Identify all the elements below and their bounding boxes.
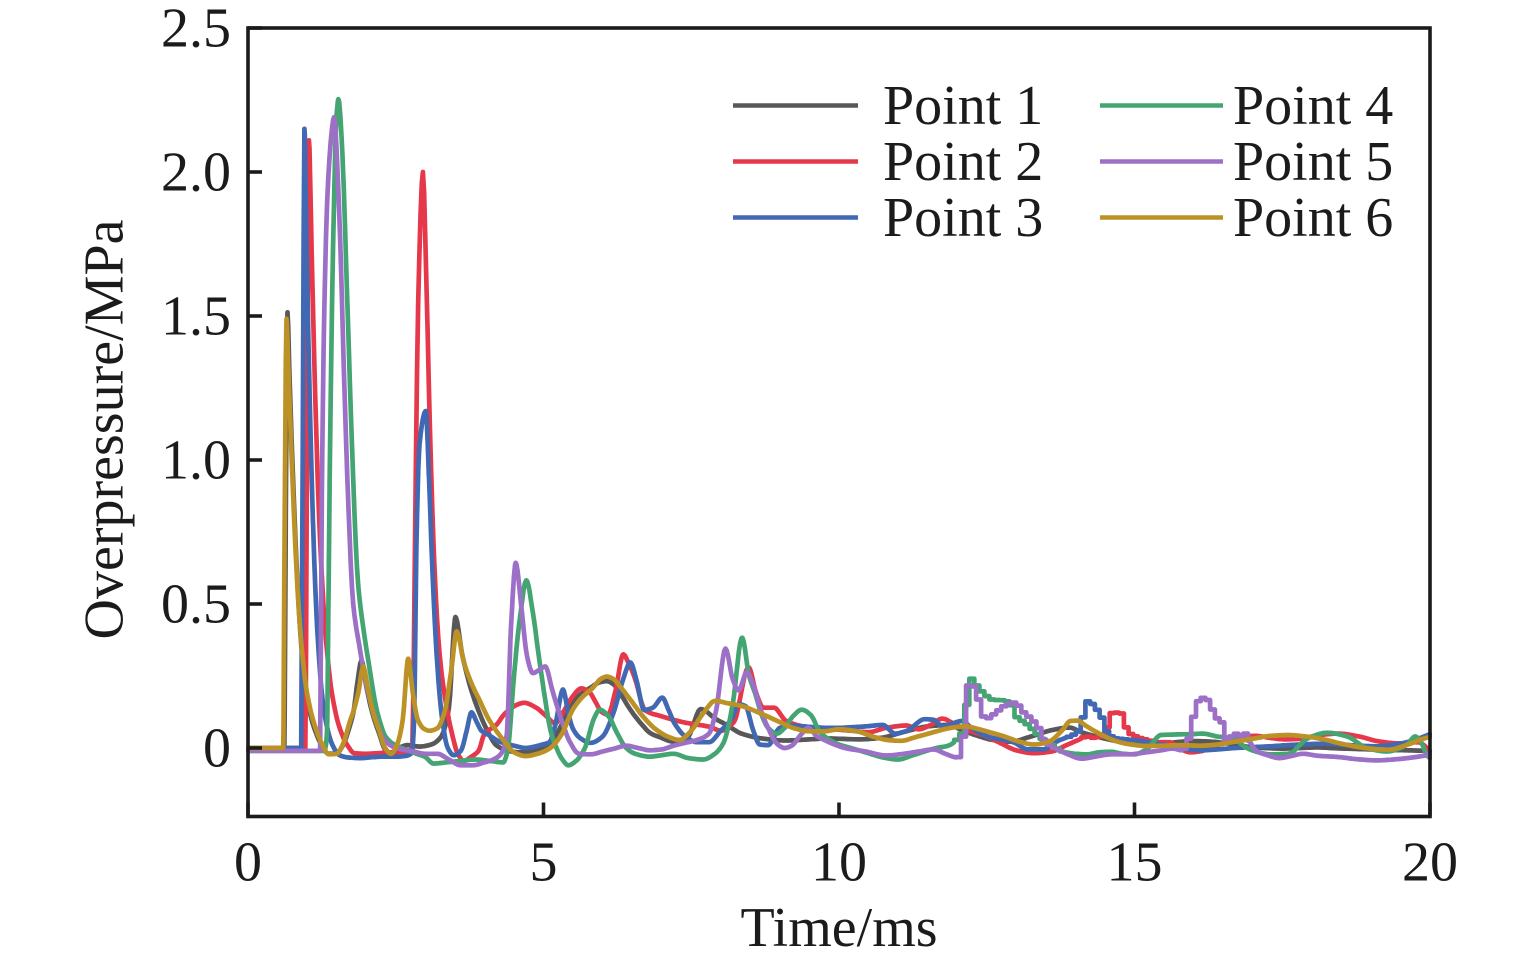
svg-text:Point 4: Point 4 bbox=[1233, 75, 1393, 137]
svg-text:15: 15 bbox=[1107, 832, 1163, 894]
svg-text:Overpressure/MPa: Overpressure/MPa bbox=[74, 219, 136, 639]
svg-text:0.5: 0.5 bbox=[161, 574, 231, 636]
svg-text:5: 5 bbox=[530, 832, 558, 894]
svg-text:Point 5: Point 5 bbox=[1233, 131, 1393, 193]
svg-text:0: 0 bbox=[234, 832, 262, 894]
svg-text:Point 2: Point 2 bbox=[883, 131, 1043, 193]
svg-text:1.0: 1.0 bbox=[161, 430, 231, 492]
svg-text:Point 3: Point 3 bbox=[883, 187, 1043, 249]
svg-text:20: 20 bbox=[1402, 832, 1458, 894]
svg-text:2.0: 2.0 bbox=[161, 142, 231, 204]
svg-text:10: 10 bbox=[811, 832, 867, 894]
svg-text:0: 0 bbox=[203, 718, 231, 780]
svg-text:Time/ms: Time/ms bbox=[740, 897, 937, 959]
svg-text:2.5: 2.5 bbox=[161, 0, 231, 60]
svg-text:Point 1: Point 1 bbox=[883, 75, 1043, 137]
svg-text:Point 6: Point 6 bbox=[1233, 187, 1393, 249]
svg-text:1.5: 1.5 bbox=[161, 286, 231, 348]
